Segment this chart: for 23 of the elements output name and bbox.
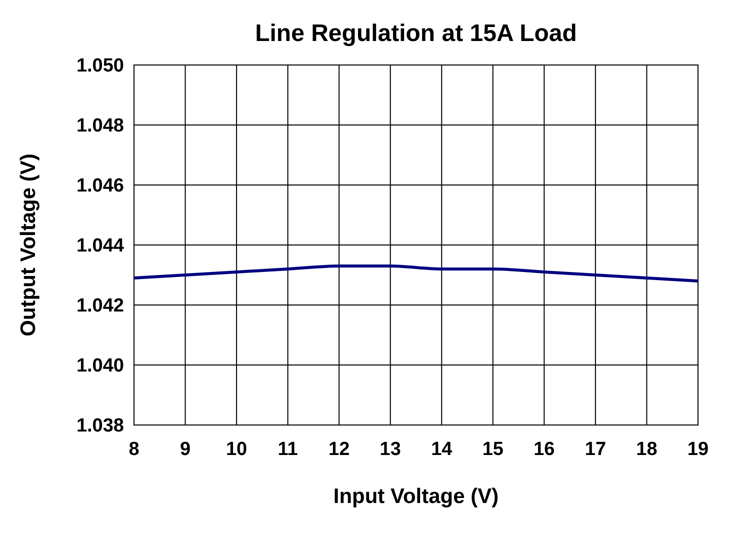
x-tick-label: 15 — [482, 439, 504, 460]
y-tick-label: 1.038 — [76, 416, 124, 437]
x-tick-label: 11 — [278, 439, 298, 460]
x-tick-label: 16 — [534, 439, 555, 460]
y-tick-label: 1.050 — [76, 56, 124, 77]
x-tick-label: 12 — [328, 439, 350, 460]
y-tick-label: 1.046 — [76, 176, 124, 197]
x-tick-label: 8 — [128, 439, 140, 460]
x-axis-title: Input Voltage (V) — [333, 485, 499, 508]
x-tick-label: 10 — [226, 439, 248, 460]
y-tick-label: 1.040 — [76, 356, 124, 377]
y-tick-label: 1.042 — [76, 296, 124, 317]
line-series — [132, 264, 700, 282]
x-tick-label: 9 — [180, 439, 191, 460]
x-tick-label: 17 — [584, 439, 606, 460]
x-tick-label: 14 — [431, 439, 453, 460]
y-tick-label: 1.044 — [76, 236, 124, 257]
chart-title: Line Regulation at 15A Load — [255, 20, 577, 47]
y-axis-title: Output Voltage (V) — [17, 154, 40, 336]
y-tick-label: 1.048 — [76, 116, 124, 137]
x-tick-label: 13 — [380, 439, 401, 460]
x-tick-label: 18 — [636, 439, 658, 460]
x-tick-label: 19 — [687, 439, 709, 460]
